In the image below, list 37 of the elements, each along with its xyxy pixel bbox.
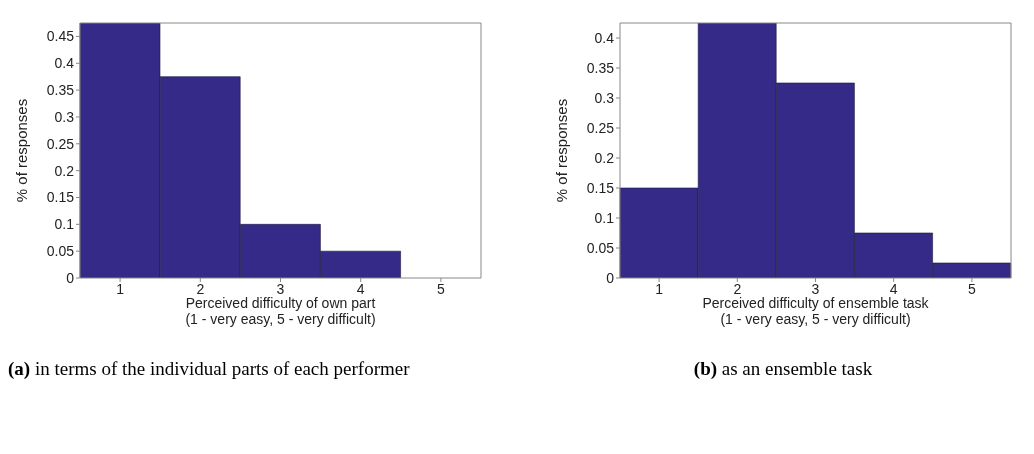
x-tick-label: 1 [655,280,664,297]
x-tick-label: 2 [196,280,205,297]
y-tick-label: 0.2 [54,162,75,179]
y-tick-label: 0.25 [46,135,75,152]
y-tick-label: 0.35 [586,59,615,76]
x-tick-label: 5 [968,280,976,297]
text: (a) [8,358,31,379]
x-tick-label: 5 [437,280,445,297]
text: in terms of the individual parts of each performer [34,358,410,379]
y-tick-label: 0.05 [586,239,615,256]
y-tick-label: 0.35 [46,82,75,99]
y-tick-label: 0.2 [594,149,615,166]
x-axis-title: Perceived difficulty of own part (1 - very easy, 5 - very difficult) [185,295,376,327]
y-tick-label: 0 [66,269,75,286]
x-tick-label: 2 [733,280,742,297]
y-tick-label: 0 [606,269,615,286]
x-tick-label: 3 [276,280,285,297]
y-tick-label: 0.15 [586,179,615,196]
y-tick-label: 0.3 [594,89,615,106]
y-tick-label: 0.05 [46,243,75,260]
x-tick-label: 4 [889,280,898,297]
x-tick-label: 1 [116,280,125,297]
x-tick-label: 3 [811,280,820,297]
y-tick-label: 0.15 [46,189,75,206]
y-tick-label: 0.4 [54,55,75,72]
y-tick-label: 0.3 [54,108,75,125]
y-axis-title: % of responses [553,98,571,203]
x-axis-title: Perceived difficulty of ensemble task (1 - very easy, 5 - very difficult) [702,295,930,327]
y-tick-label: 0.1 [54,216,75,233]
y-tick-label: 0.1 [594,209,615,226]
y-axis-title: % of responses [13,98,31,203]
x-tick-label: 4 [356,280,365,297]
text: as an ensemble task [721,358,873,379]
y-tick-label: 0.25 [586,119,615,136]
y-tick-label: 0.4 [594,29,615,46]
text: (b) [693,358,718,379]
y-tick-label: 0.45 [46,28,75,45]
